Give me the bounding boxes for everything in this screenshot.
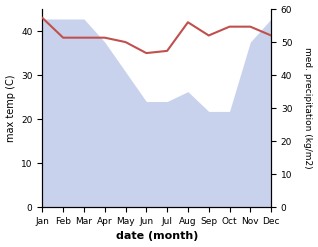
Y-axis label: med. precipitation (kg/m2): med. precipitation (kg/m2) bbox=[303, 47, 313, 169]
Y-axis label: max temp (C): max temp (C) bbox=[5, 74, 16, 142]
X-axis label: date (month): date (month) bbox=[115, 231, 198, 242]
